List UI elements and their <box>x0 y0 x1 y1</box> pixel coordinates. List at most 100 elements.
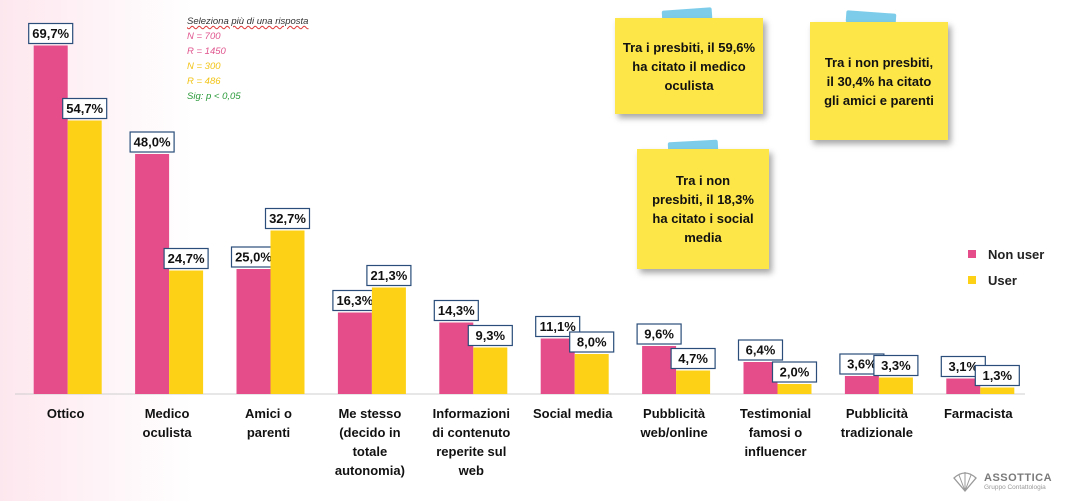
data-label: 9,3% <box>475 328 505 343</box>
category-label: famosi o <box>749 425 803 440</box>
data-label: 14,3% <box>438 303 475 318</box>
category-label: (decido in <box>339 425 400 440</box>
data-label-box <box>467 324 513 347</box>
legend-swatch <box>968 276 976 284</box>
category-label: Testimonial <box>740 406 811 421</box>
sample-size-note: N = 300 <box>187 61 221 72</box>
data-label-box <box>366 264 412 287</box>
data-label-box <box>62 97 108 120</box>
question-note: Seleziona più di una risposta <box>187 16 309 27</box>
legend-swatch <box>968 250 976 258</box>
sticky-note-text: Tra i presbiti, il 59,6% ha citato il me… <box>622 39 756 93</box>
shell-logo-icon <box>953 472 977 493</box>
bar-user <box>67 120 102 394</box>
data-label-box <box>670 347 716 370</box>
chart-legend: Non user User <box>968 241 1044 293</box>
category-label: web <box>458 463 484 478</box>
bar-user <box>676 370 711 394</box>
category-label: Ottico <box>47 406 85 421</box>
category-label: oculista <box>143 425 193 440</box>
category-label: Pubblicità <box>643 406 706 421</box>
category-label: autonomia) <box>335 463 405 478</box>
data-label: 4,7% <box>678 351 708 366</box>
assottica-logo: ASSOTTICA Gruppo Contattologia <box>952 468 1052 494</box>
category-label: Pubblicità <box>846 406 909 421</box>
bar-user <box>371 287 406 394</box>
bar-non-user <box>33 45 68 394</box>
data-label-box <box>129 131 175 153</box>
data-label: 11,1% <box>540 319 577 334</box>
significance-note: Sig: p < 0,05 <box>187 91 241 102</box>
data-label: 48,0% <box>134 135 171 150</box>
bar-non-user <box>844 376 879 394</box>
data-label: 8,0% <box>577 335 607 350</box>
category-label: totale <box>353 444 388 459</box>
category-label: Medico <box>145 406 190 421</box>
bar-non-user <box>946 378 981 394</box>
legend-item: User <box>968 267 1044 293</box>
data-label: 1,3% <box>982 368 1012 383</box>
category-label: Amici o <box>245 406 292 421</box>
data-label: 21,3% <box>370 268 407 283</box>
bar-user <box>878 377 913 394</box>
data-label: 69,7% <box>32 26 69 41</box>
category-label: Informazioni <box>433 406 510 421</box>
bar-non-user <box>743 362 778 394</box>
sample-size-note: R = 486 <box>187 76 221 87</box>
bar-user <box>270 230 305 394</box>
category-label: Farmacista <box>944 406 1013 421</box>
data-label-box <box>433 299 479 322</box>
data-label-box <box>28 22 74 45</box>
sticky-note-3: Tra i non presbiti, il 18,3% ha citato i… <box>637 149 769 269</box>
data-label: 16,3% <box>336 293 373 308</box>
logo-name: ASSOTTICA <box>984 471 1053 484</box>
legend-item: Non user <box>968 241 1044 267</box>
category-label: reperite sul <box>436 444 506 459</box>
bar-user <box>169 270 204 394</box>
bar-non-user <box>337 312 372 394</box>
data-label-box <box>636 323 682 345</box>
data-label-box <box>535 315 581 338</box>
sticky-note-1: Tra i presbiti, il 59,6% ha citato il me… <box>615 18 763 114</box>
logo-subtitle: Gruppo Contattologia <box>984 483 1046 491</box>
data-label: 2,0% <box>780 365 810 380</box>
category-label: di contenuto <box>432 425 510 440</box>
data-label-box <box>737 339 784 361</box>
category-label: web/online <box>640 425 708 440</box>
data-label-box <box>974 364 1020 387</box>
category-label: Me stesso <box>338 406 401 421</box>
sticky-note-2: Tra i non presbiti, il 30,4% ha citato g… <box>810 22 948 140</box>
bar-user <box>980 387 1015 394</box>
legend-label: Non user <box>988 246 1045 262</box>
bar-user <box>473 347 508 394</box>
bar-non-user <box>236 269 271 394</box>
sample-size-note: N = 700 <box>187 31 221 42</box>
data-label: 54,7% <box>66 101 103 116</box>
data-label: 3,1% <box>948 359 978 374</box>
sticky-note-text: Tra i non presbiti, il 30,4% ha citato g… <box>824 54 934 108</box>
data-label-box <box>163 247 209 270</box>
data-label: 25,0% <box>235 250 272 265</box>
sample-size-note: R = 1450 <box>187 46 226 57</box>
bar-non-user <box>439 322 474 394</box>
category-label: Social media <box>533 406 613 421</box>
bar-non-user <box>135 154 170 394</box>
category-label: tradizionale <box>841 425 913 440</box>
legend-label: User <box>988 272 1017 288</box>
data-label-box <box>771 361 818 383</box>
bar-non-user <box>540 338 575 394</box>
bar-user <box>574 354 609 394</box>
bar-non-user <box>642 346 677 394</box>
data-label: 3,6% <box>847 357 877 372</box>
category-label: influencer <box>744 444 806 459</box>
bar-user <box>777 384 812 394</box>
data-label: 3,3% <box>881 358 911 373</box>
data-label: 24,7% <box>168 251 205 266</box>
data-label-box <box>569 331 615 353</box>
data-label-box <box>873 354 919 377</box>
sample-notes: Seleziona più di una risposta N = 700 R … <box>187 14 308 104</box>
data-label: 9,6% <box>644 327 674 342</box>
sticky-note-text: Tra i non presbiti, il 18,3% ha citato i… <box>652 173 754 245</box>
data-label: 32,7% <box>269 211 306 226</box>
